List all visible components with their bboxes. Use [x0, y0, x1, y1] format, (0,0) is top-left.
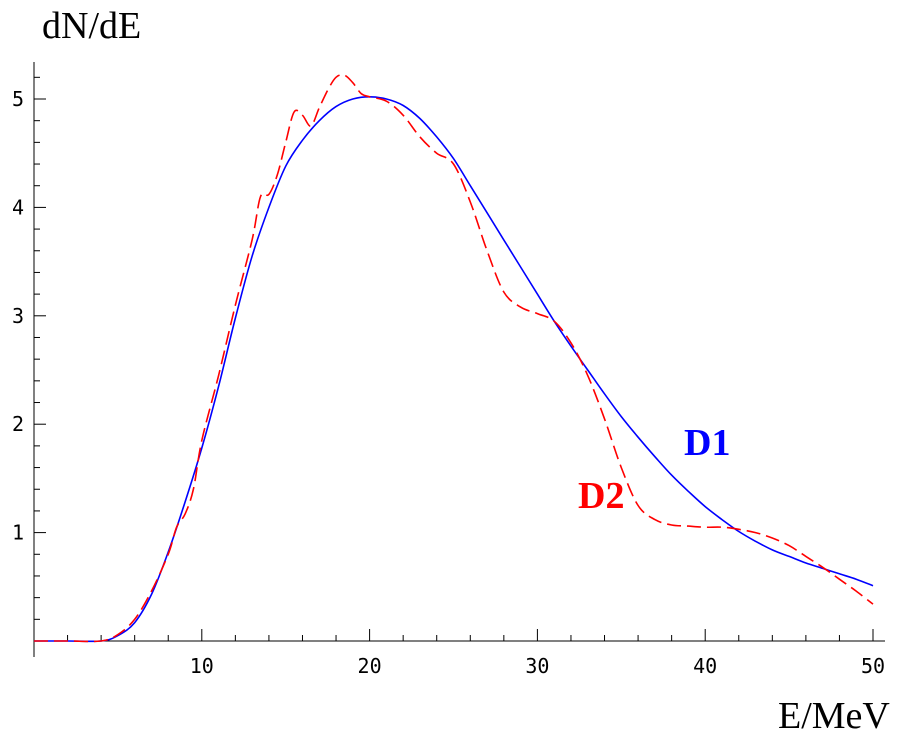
- series-label-d1: D1: [684, 422, 730, 464]
- x-tick-label: 10: [190, 654, 214, 678]
- series-lines: [34, 73, 874, 643]
- y-tick-label: 2: [12, 412, 24, 436]
- y-tick-label: 5: [12, 87, 24, 111]
- series-line-d1: [34, 95, 874, 643]
- y-tick-label: 1: [12, 521, 24, 545]
- tick-labels: 10 20 30 40 50 1 2 3 4 5: [12, 87, 885, 678]
- series-label-d2: D2: [578, 475, 624, 517]
- x-tick-label: 40: [693, 654, 717, 678]
- x-tick-label: 20: [358, 654, 382, 678]
- y-axis-title: dN/dE: [42, 5, 141, 47]
- tick-marks: [34, 76, 874, 641]
- y-tick-label: 3: [12, 304, 24, 328]
- x-tick-label: 30: [525, 654, 549, 678]
- series-line-d2: [34, 73, 874, 643]
- x-tick-label: 50: [861, 654, 885, 678]
- y-tick-label: 4: [12, 195, 24, 219]
- x-axis-title: E/MeV: [778, 695, 890, 733]
